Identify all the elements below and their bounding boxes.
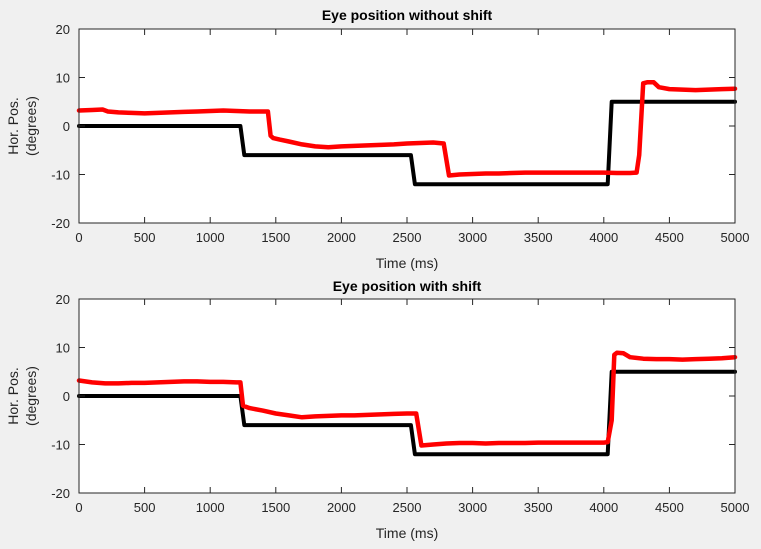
target-line <box>77 99 737 187</box>
plot-title: Eye position with shift <box>333 278 482 294</box>
y-tick-label: 0 <box>63 389 70 404</box>
x-tick-label: 1500 <box>261 230 290 245</box>
eye-line <box>76 80 738 178</box>
y-tick-label: 20 <box>56 292 70 307</box>
y-tick-label: -20 <box>51 486 70 501</box>
x-axis-label: Time (ms) <box>376 525 438 541</box>
y-axis-label-line-1: Hor. Pos. <box>5 367 21 425</box>
x-tick-label: 1000 <box>196 230 225 245</box>
y-axis-label-line-1: Hor. Pos. <box>5 97 21 155</box>
y-tick-label: -10 <box>51 168 70 183</box>
x-tick-label: 4500 <box>655 500 684 515</box>
x-tick-label: 500 <box>134 230 156 245</box>
x-tick-label: 3000 <box>458 230 487 245</box>
x-tick-label: 0 <box>75 230 82 245</box>
y-tick-label: -20 <box>51 216 70 231</box>
y-tick-label: 10 <box>56 71 70 86</box>
x-tick-label: 4500 <box>655 230 684 245</box>
x-tick-label: 5000 <box>721 230 750 245</box>
x-tick-label: 1000 <box>196 500 225 515</box>
x-tick-label: 5000 <box>721 500 750 515</box>
eye-line <box>76 350 738 448</box>
x-tick-label: 2000 <box>327 500 356 515</box>
plot-eye-position-without-shift: Eye position without shift Time (ms) Hor… <box>5 7 749 271</box>
plot-title: Eye position without shift <box>322 7 493 23</box>
y-axis-label-line-2: (degrees) <box>23 366 39 426</box>
x-tick-label: 0 <box>75 500 82 515</box>
x-tick-label: 500 <box>134 500 156 515</box>
x-tick-label: 4000 <box>589 230 618 245</box>
y-axis-label-line-2: (degrees) <box>23 96 39 156</box>
x-tick-label: 3500 <box>524 230 553 245</box>
x-axis-label: Time (ms) <box>376 255 438 271</box>
x-tick-label: 2000 <box>327 230 356 245</box>
y-tick-label: 20 <box>56 22 70 37</box>
x-tick-label: 4000 <box>589 500 618 515</box>
y-tick-label: 0 <box>63 119 70 134</box>
x-tick-label: 2500 <box>393 500 422 515</box>
x-tick-label: 2500 <box>393 230 422 245</box>
x-tick-label: 1500 <box>261 500 290 515</box>
x-tick-label: 3500 <box>524 500 553 515</box>
y-tick-label: 10 <box>56 341 70 356</box>
x-tick-label: 3000 <box>458 500 487 515</box>
plot-eye-position-with-shift: Eye position with shift Time (ms) Hor. P… <box>5 278 749 541</box>
y-tick-label: -10 <box>51 438 70 453</box>
